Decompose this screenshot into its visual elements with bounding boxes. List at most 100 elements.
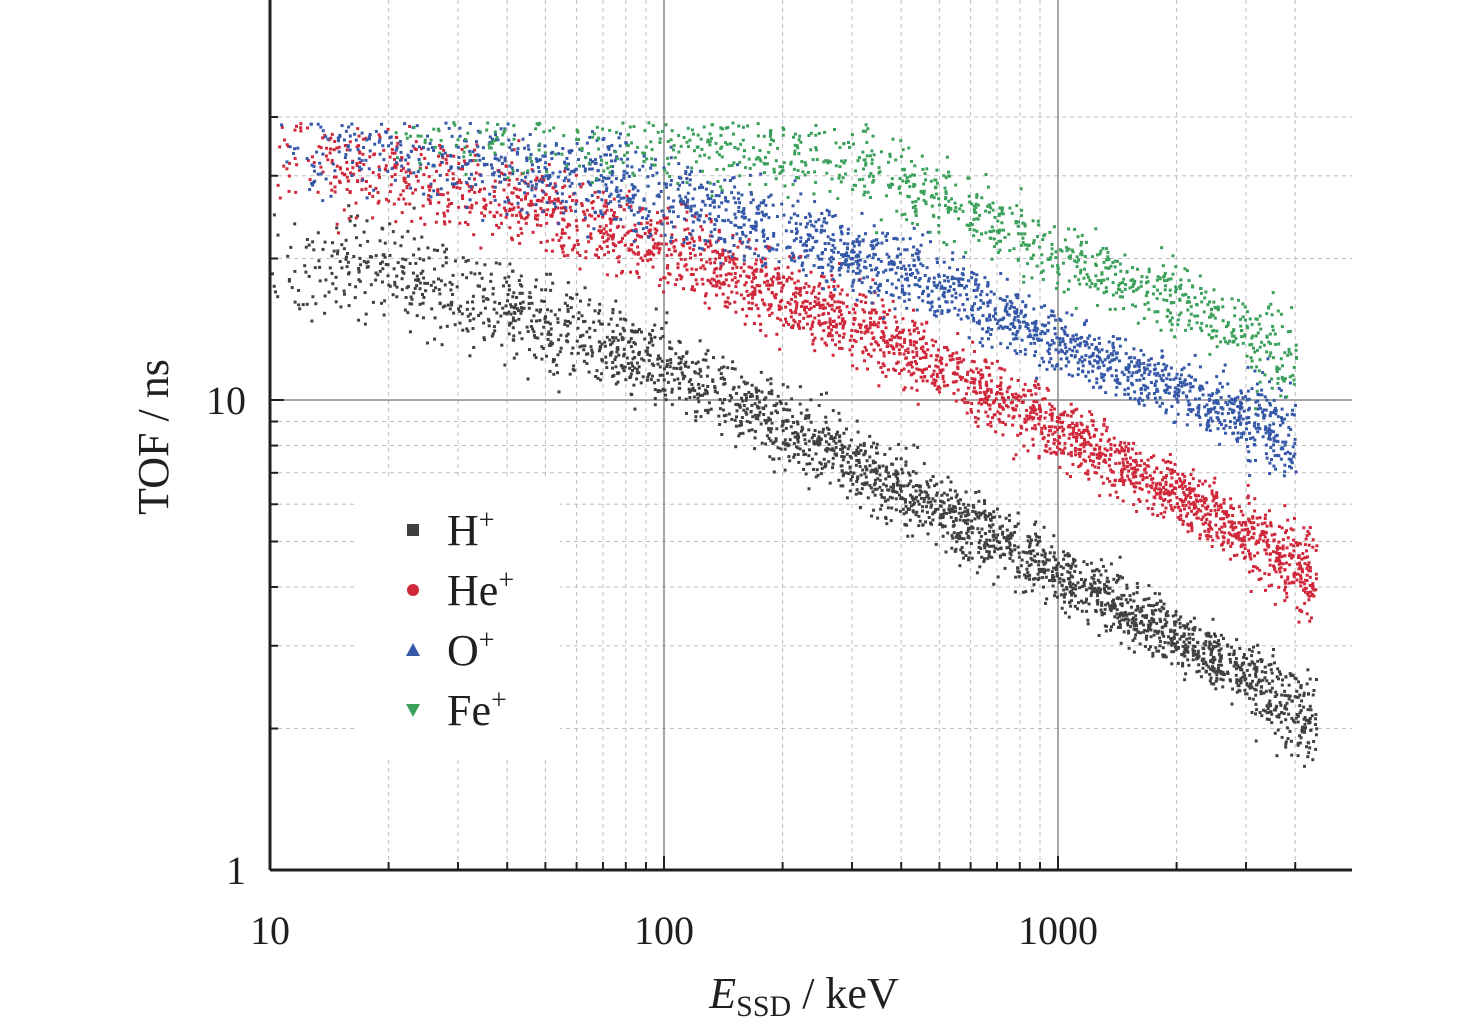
data-point [897,336,901,340]
data-point [549,333,553,337]
data-point [695,410,699,414]
data-point [648,332,651,336]
data-point [1252,667,1256,671]
data-point [767,428,771,432]
data-point [655,228,659,232]
data-point [458,309,461,313]
data-point [657,354,660,358]
data-point [1046,388,1050,392]
data-point [323,311,327,315]
data-point [1179,514,1183,517]
data-point [747,391,751,394]
data-point [990,544,993,548]
data-point [723,256,727,260]
data-point [677,386,681,390]
data-point [590,214,594,218]
data-point [357,318,361,322]
data-point [1109,562,1113,566]
data-point [694,371,698,375]
data-point [426,197,430,201]
data-point [931,518,935,522]
data-point [445,324,449,328]
data-point [1037,559,1041,563]
data-point [539,178,543,182]
data-point [647,359,651,363]
data-point [519,311,523,315]
data-point [1162,607,1166,611]
data-point [697,400,701,404]
data-point [536,199,540,203]
data-point [1281,562,1285,566]
data-point [293,128,297,132]
data-point [503,276,507,280]
data-point [451,273,455,277]
data-point [734,445,738,449]
data-point [846,447,850,451]
data-point [651,265,655,269]
data-point [685,210,689,214]
data-point [1131,611,1135,615]
data-point [838,434,842,438]
data-point [583,286,587,290]
data-point [1049,429,1053,433]
data-point [355,236,358,240]
data-point [415,284,419,288]
data-point [741,431,745,435]
data-point [1005,528,1009,532]
data-point [916,499,920,503]
data-point [1251,536,1255,540]
data-point [794,291,798,295]
data-point [767,287,771,291]
data-point [532,314,536,318]
data-point [487,319,491,323]
data-point [506,293,510,296]
data-point [1149,635,1153,639]
data-point [1103,612,1106,616]
data-point [781,283,785,287]
data-point [306,159,310,162]
data-point [458,186,462,190]
data-point [526,182,530,186]
data-point [1210,489,1214,493]
data-point [661,335,665,338]
data-point [1226,644,1230,648]
data-point [370,255,374,259]
data-point [1055,420,1059,423]
data-point [1069,475,1072,478]
data-point [973,378,977,381]
data-point [854,453,858,457]
data-point [845,305,849,309]
data-point [675,278,679,282]
data-point [424,289,428,293]
data-point [1185,514,1188,518]
data-point [919,346,923,350]
data-point [609,234,613,238]
data-point [1100,475,1104,479]
data-point [754,429,757,433]
data-point [881,370,885,374]
data-point [1032,583,1036,587]
data-point [827,326,831,330]
data-point [1157,629,1161,633]
data-point [1298,741,1302,745]
data-point [452,311,456,315]
data-point [345,167,349,171]
data-point [998,387,1002,391]
data-point [1241,675,1245,679]
data-point [401,270,405,274]
data-point [1069,454,1073,458]
data-point [1099,587,1103,591]
data-point [531,203,535,207]
data-point [1096,593,1099,597]
data-point [1228,678,1232,682]
data-point [1160,630,1164,634]
data-point [399,193,403,197]
data-point [1139,474,1143,478]
data-point [483,198,487,202]
data-point [1315,544,1319,548]
data-point [1255,516,1259,520]
data-point [805,299,809,303]
data-point [1300,610,1304,614]
data-point [765,434,769,438]
data-point [1230,645,1233,649]
